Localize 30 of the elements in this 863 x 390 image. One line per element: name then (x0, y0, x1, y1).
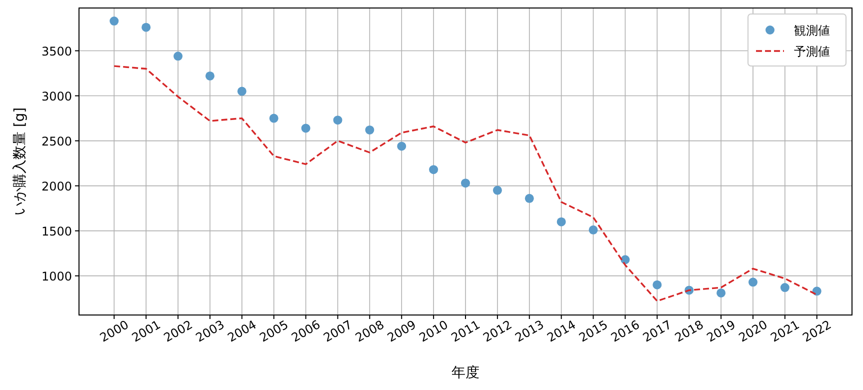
point (652, 280, 662, 290)
point (174, 52, 183, 61)
point (237, 86, 246, 96)
point (397, 142, 406, 151)
y-tick-label: 1000 (41, 269, 72, 284)
y-tick-label: 2500 (41, 134, 72, 148)
point (333, 116, 342, 125)
legend-label: 観測値 (794, 24, 830, 38)
point (269, 114, 278, 123)
point (142, 22, 151, 32)
point (301, 124, 310, 133)
point (716, 288, 726, 298)
point (492, 186, 502, 195)
point (461, 178, 470, 188)
point (110, 16, 119, 26)
point (780, 283, 790, 292)
point (524, 194, 534, 203)
point (748, 278, 758, 287)
y-tick-label: 3000 (41, 89, 72, 104)
point (588, 225, 598, 234)
point (429, 165, 438, 174)
point (365, 125, 374, 134)
y-axis-title: いか購入数量 [g] (12, 107, 28, 216)
legend-label: 予測値 (794, 44, 830, 58)
y-tick-label: 3500 (41, 44, 72, 58)
point (556, 217, 566, 226)
x-axis-title: 年度 (452, 365, 480, 381)
y-tick-label: 1500 (41, 224, 72, 238)
point (205, 71, 214, 80)
y-tick-label: 2000 (41, 179, 72, 194)
